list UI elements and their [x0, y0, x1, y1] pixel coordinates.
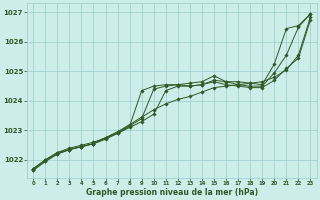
X-axis label: Graphe pression niveau de la mer (hPa): Graphe pression niveau de la mer (hPa) — [86, 188, 258, 197]
